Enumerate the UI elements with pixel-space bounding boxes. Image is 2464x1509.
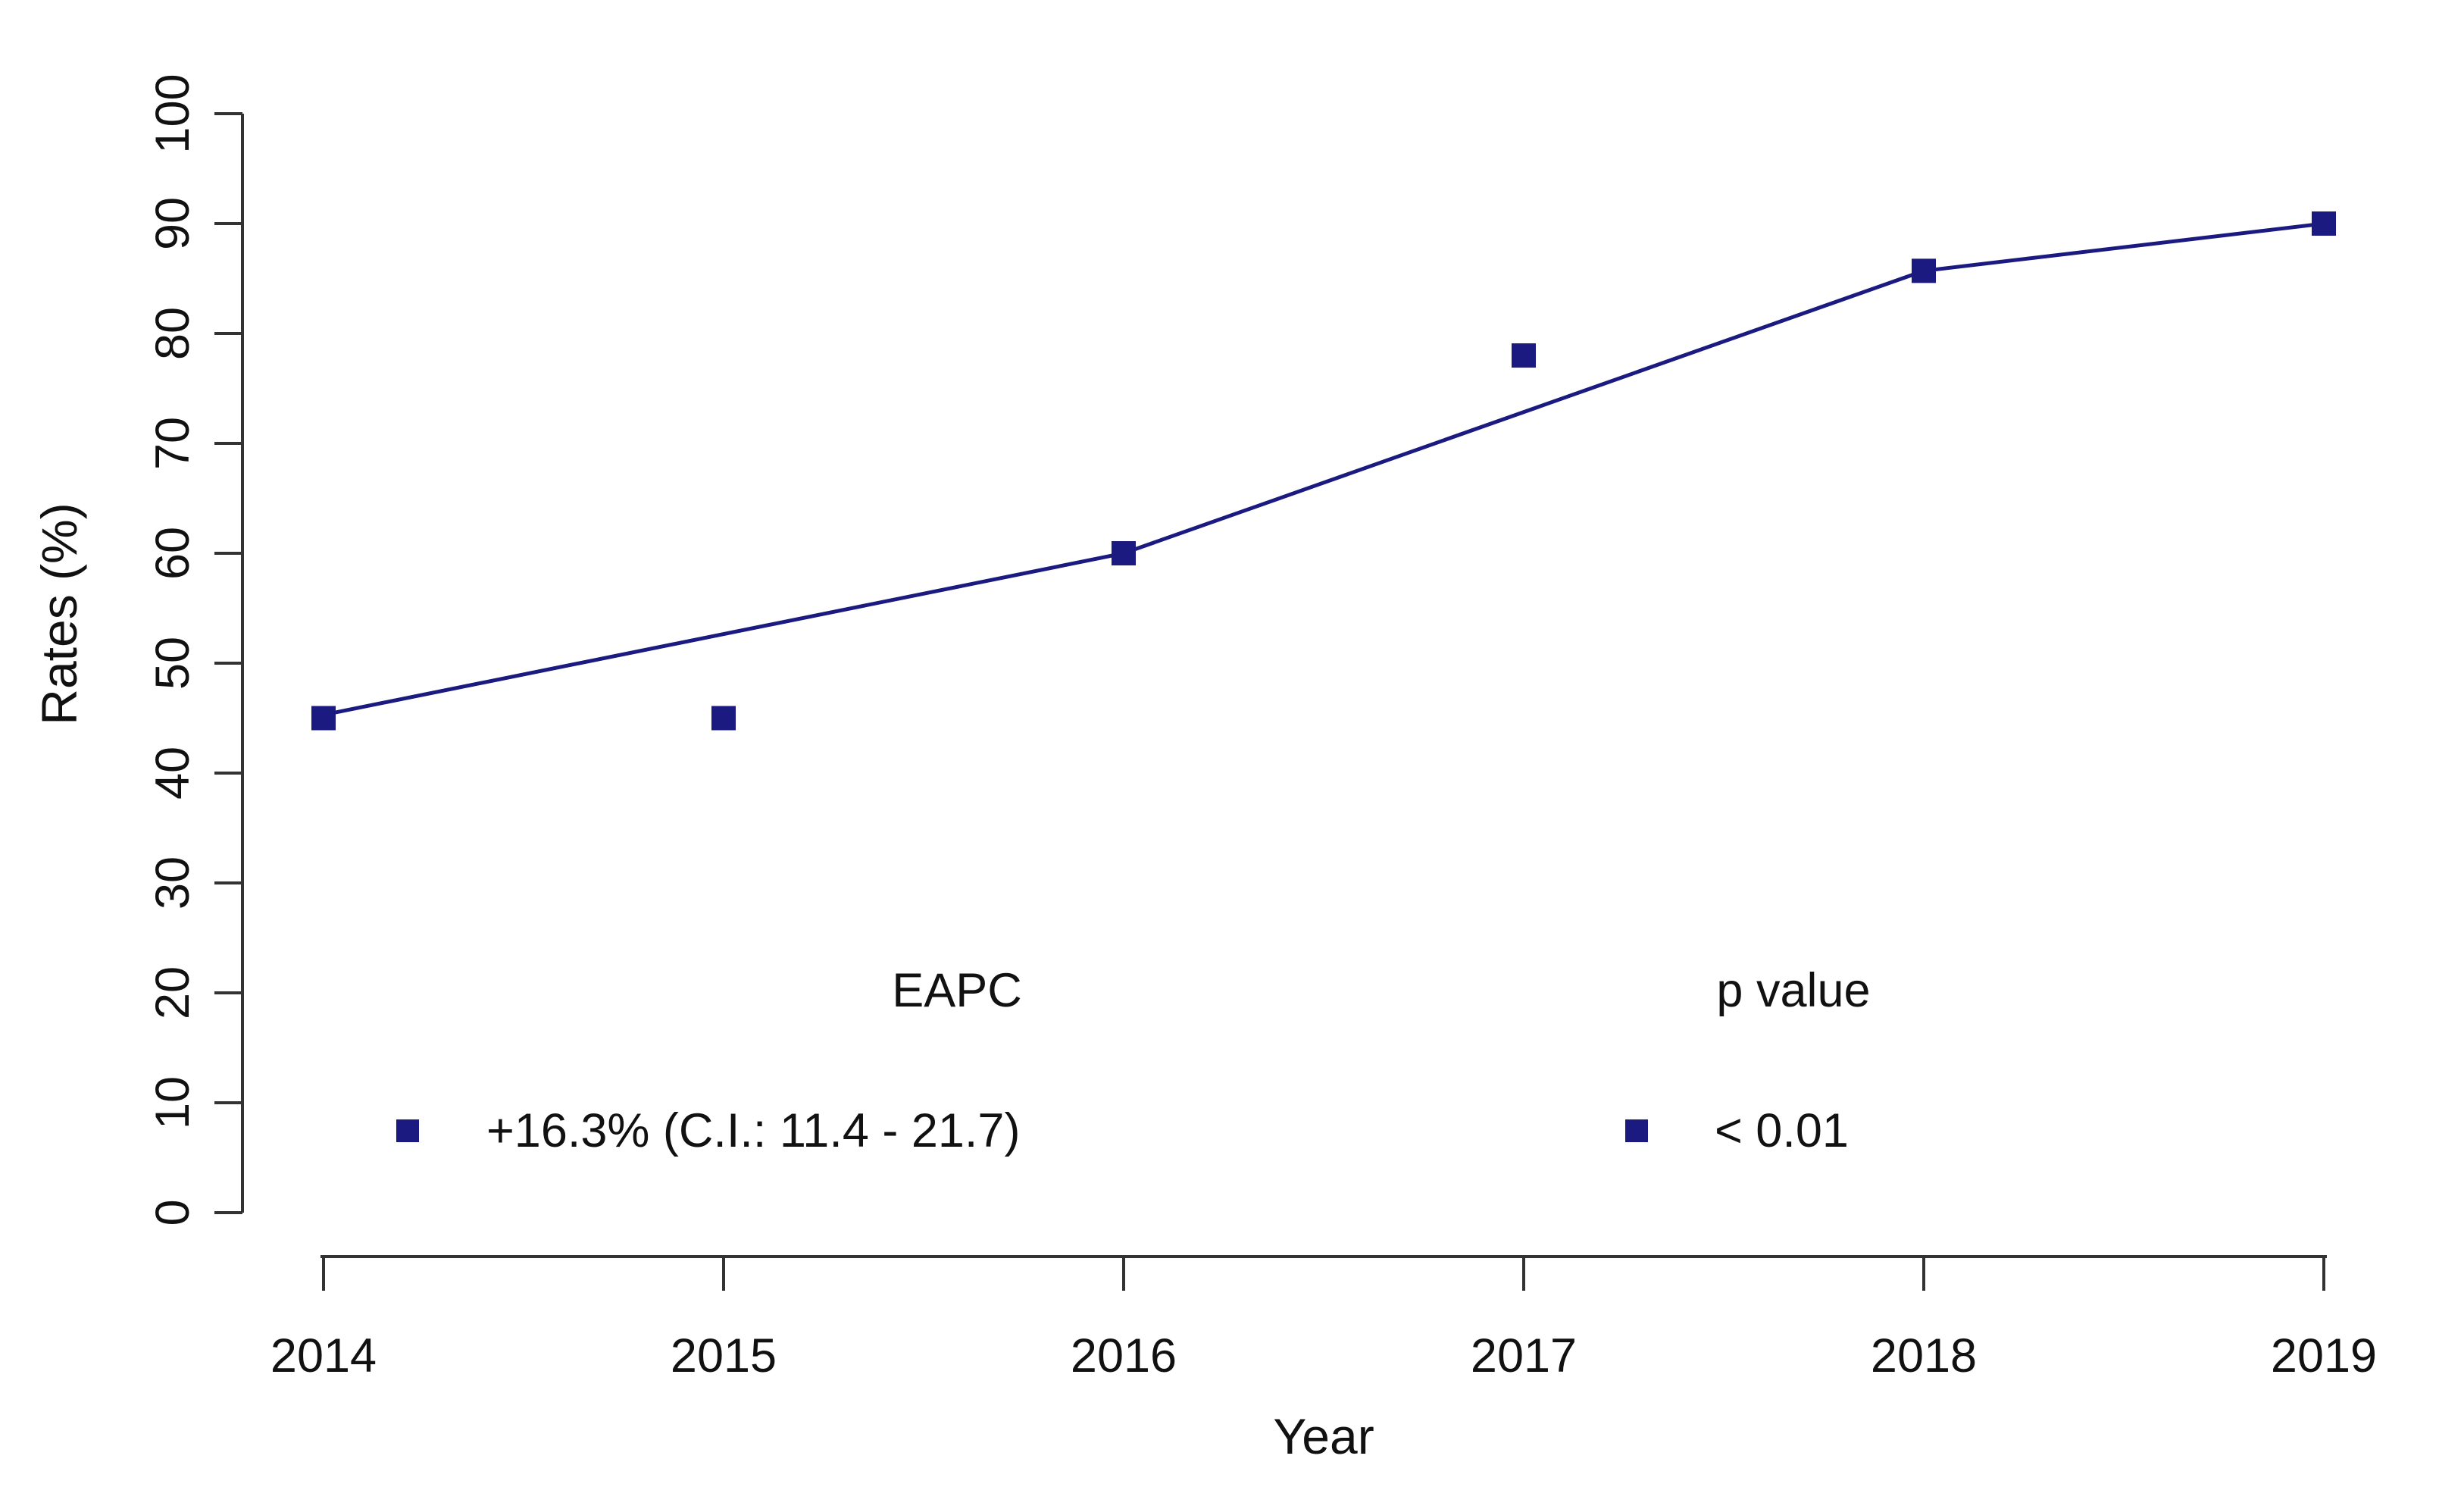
x-tick-label: 2016 bbox=[1071, 1329, 1177, 1382]
x-tick-label: 2019 bbox=[2271, 1329, 2377, 1382]
legend-pvalue-header: p value bbox=[1716, 964, 1870, 1017]
y-axis-title: Rates (%) bbox=[31, 502, 87, 725]
data-point-square bbox=[1512, 343, 1536, 368]
y-tick-label: 60 bbox=[146, 527, 199, 580]
trend-line bbox=[323, 221, 2325, 717]
data-point-square bbox=[1112, 541, 1136, 565]
legend-pvalue-value: < 0.01 bbox=[1715, 1104, 1849, 1157]
legend-eapc-value: +16.3% (C.I.: 11.4 - 21.7) bbox=[486, 1104, 1020, 1157]
y-axis-ticks: 0 10 20 30 40 50 60 70 80 90 100 bbox=[146, 74, 242, 1226]
data-series bbox=[311, 211, 2336, 731]
y-tick-label: 30 bbox=[146, 856, 199, 909]
y-tick-label: 10 bbox=[146, 1076, 199, 1129]
x-tick-label: 2017 bbox=[1471, 1329, 1577, 1382]
legend-pvalue-square-marker bbox=[1625, 1119, 1648, 1142]
y-tick-label: 80 bbox=[146, 307, 199, 360]
y-tick-label: 0 bbox=[146, 1199, 199, 1226]
y-tick-label: 70 bbox=[146, 417, 199, 470]
y-tick-label: 20 bbox=[146, 966, 199, 1019]
data-point-square bbox=[711, 706, 736, 731]
data-point-square bbox=[2312, 211, 2336, 236]
y-tick-label: 50 bbox=[146, 637, 199, 690]
x-tick-label: 2015 bbox=[671, 1329, 777, 1382]
x-axis-title: Year bbox=[1273, 1408, 1374, 1464]
data-point-square bbox=[311, 706, 336, 731]
y-tick-label: 100 bbox=[146, 74, 199, 153]
x-tick-label: 2018 bbox=[1871, 1329, 1977, 1382]
legend: EAPC p value +16.3% (C.I.: 11.4 - 21.7) … bbox=[396, 964, 1871, 1157]
legend-eapc-square-marker bbox=[396, 1119, 419, 1142]
data-point-square bbox=[1912, 258, 1936, 283]
x-axis-ticks: 2014 2015 2016 2017 2018 2019 bbox=[270, 1257, 2377, 1382]
legend-eapc-header: EAPC bbox=[892, 964, 1022, 1017]
y-tick-label: 90 bbox=[146, 197, 199, 250]
y-tick-label: 40 bbox=[146, 747, 199, 800]
x-axis: 2014 2015 2016 2017 2018 2019 Year bbox=[270, 1255, 2377, 1464]
y-axis: 0 10 20 30 40 50 60 70 80 90 100 Rates (%) bbox=[31, 74, 244, 1226]
x-tick-label: 2014 bbox=[270, 1329, 377, 1382]
